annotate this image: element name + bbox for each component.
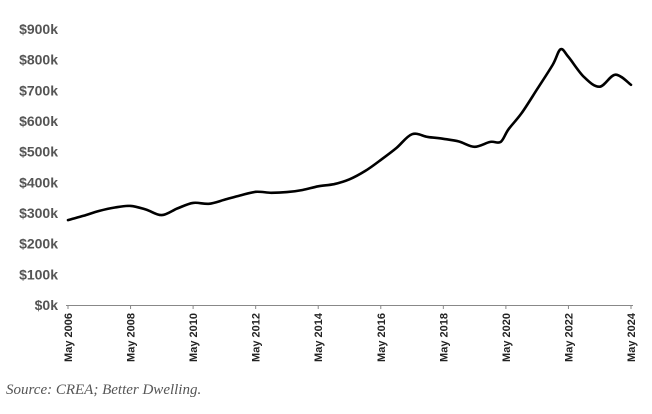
y-tick-label: $300k <box>19 205 58 221</box>
y-tick-label: $400k <box>19 174 58 190</box>
y-tick-label: $100k <box>19 266 58 282</box>
y-tick-label: $200k <box>19 236 58 252</box>
y-tick-label: $900k <box>19 21 58 37</box>
y-axis-ticks: $0k $100k $200k $300k $400k $500k $600k $700k $8… <box>19 21 58 313</box>
y-tick-label: $500k <box>19 144 58 160</box>
y-tick-label: $600k <box>19 113 58 129</box>
y-tick-label: $800k <box>19 52 58 68</box>
price-line <box>66 47 633 222</box>
y-tick-label: $0k <box>35 297 59 313</box>
x-tick-label: May 2008 <box>126 313 138 362</box>
x-tick-label: May 2012 <box>251 313 263 362</box>
x-tick-label: May 2020 <box>501 313 513 362</box>
source-note: Source: CREA; Better Dwelling. <box>6 382 202 398</box>
x-tick-label: May 2006 <box>63 313 75 362</box>
x-tick-label: May 2018 <box>438 313 450 362</box>
x-tick-label: May 2010 <box>188 313 200 362</box>
x-tick-label: May 2024 <box>626 312 638 362</box>
x-tick-label: May 2022 <box>563 313 575 362</box>
x-tick-label: May 2014 <box>313 312 325 362</box>
x-tick-label: May 2016 <box>376 313 388 362</box>
x-axis-ticks: May 2006 May 2008 May 2010 May 2012 May 2014… <box>63 305 638 362</box>
y-tick-label: $700k <box>19 82 58 98</box>
